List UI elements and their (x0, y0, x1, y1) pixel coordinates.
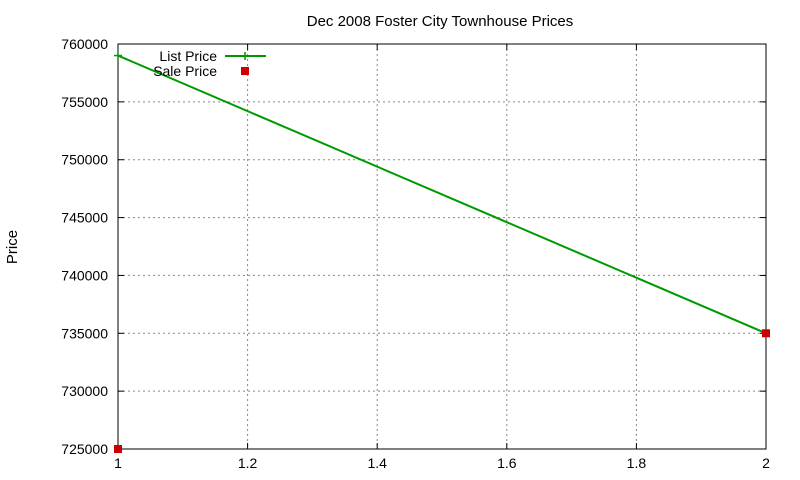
ticks: 1 1.2 1.4 1.6 1.8 2 725000 730000 735000 740000 74… (61, 36, 770, 471)
legend-label: List Price (159, 48, 217, 64)
data-point (762, 329, 770, 338)
y-tick-label: 730000 (61, 383, 108, 399)
x-tick-label: 1 (114, 455, 122, 471)
legend-label: Sale Price (153, 63, 217, 79)
data-point (114, 445, 122, 453)
legend-swatch-marker (241, 67, 249, 75)
x-tick-label: 1.8 (627, 455, 647, 471)
legend-swatch-marker (241, 52, 249, 60)
x-tick-label: 1.6 (497, 455, 517, 471)
y-tick-label: 725000 (61, 441, 108, 457)
y-tick-label: 755000 (61, 94, 108, 110)
plot-frame (117, 43, 767, 450)
x-tick-label: 1.2 (238, 455, 258, 471)
y-tick-label: 750000 (61, 152, 108, 168)
series (114, 51, 770, 453)
y-tick-label: 740000 (61, 267, 108, 283)
series-line (117, 54, 767, 335)
y-tick-label: 735000 (61, 325, 108, 341)
series-list-price (114, 51, 770, 338)
y-axis-label: Price (4, 230, 21, 264)
series-sale-price (114, 329, 770, 453)
chart-title: Dec 2008 Foster City Townhouse Prices (307, 13, 574, 30)
x-tick-label: 1.4 (367, 455, 387, 471)
y-tick-label: 760000 (61, 36, 108, 52)
grid (118, 44, 766, 449)
data-point (114, 51, 122, 60)
y-tick-label: 745000 (61, 210, 108, 226)
x-tick-label: 2 (762, 455, 770, 471)
